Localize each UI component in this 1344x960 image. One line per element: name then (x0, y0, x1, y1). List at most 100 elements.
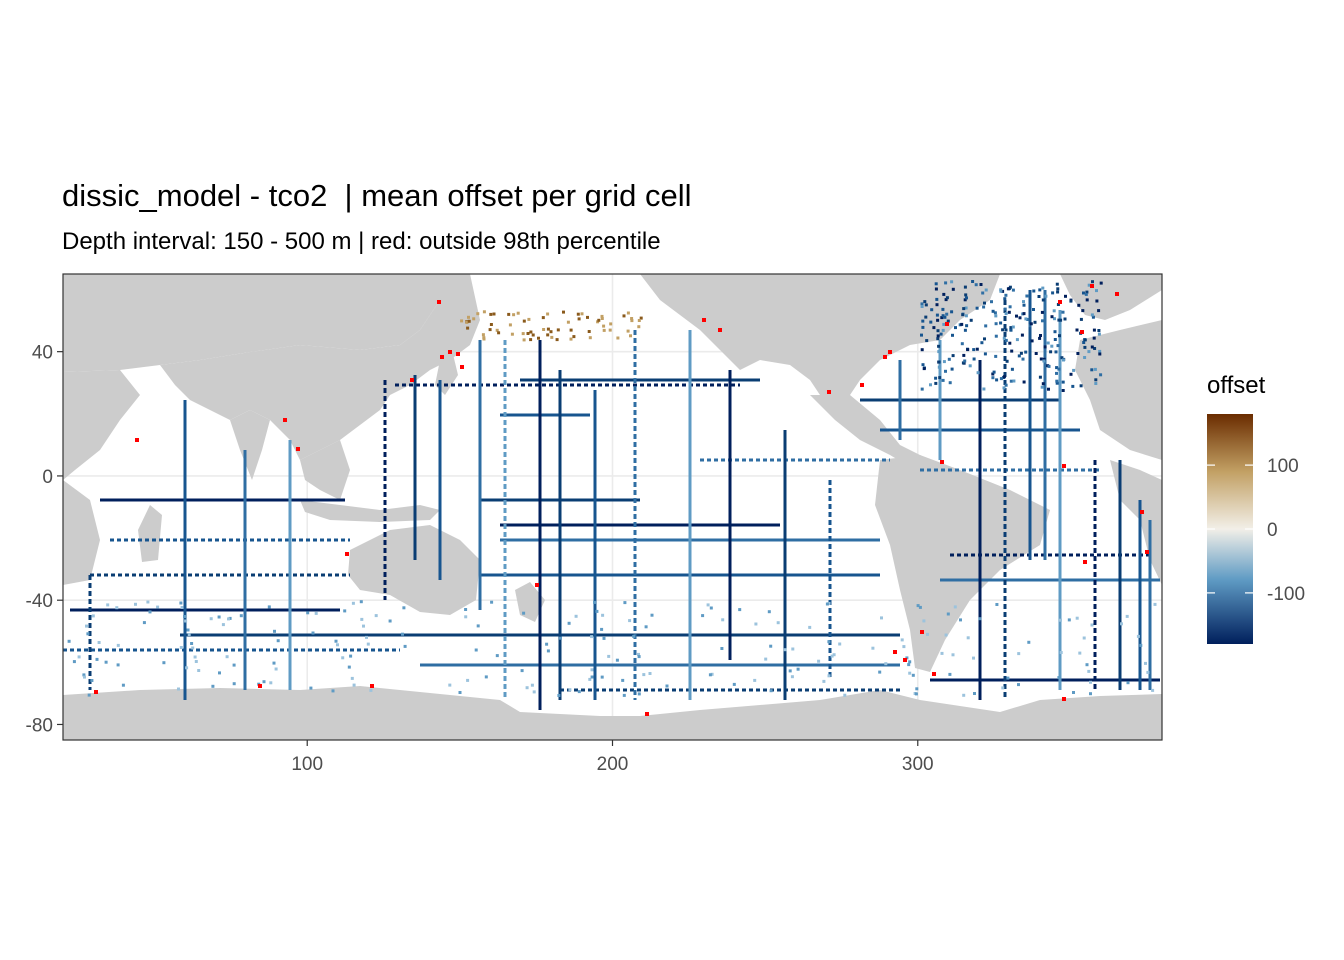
cell-natl-95 (1053, 338, 1057, 341)
cell-natl-8 (941, 328, 945, 332)
cell-south-191 (559, 636, 562, 640)
cell-south-76 (148, 610, 152, 614)
cell-south-50 (221, 623, 225, 627)
cell-natl-190 (983, 352, 987, 356)
cell-south-18 (908, 660, 912, 664)
cell-natl-245 (966, 348, 970, 352)
cell-natl-233 (951, 333, 954, 337)
cell-south-194 (601, 613, 605, 617)
cell-south-127 (309, 686, 313, 690)
cell-south-82 (590, 635, 594, 639)
cell-natl-102 (982, 387, 986, 391)
cell-south-89 (336, 643, 339, 647)
cell-natl-4 (1038, 288, 1042, 292)
cell-natl-151 (991, 372, 995, 376)
cell-natl-2 (934, 376, 938, 380)
cell-npac-57 (522, 338, 526, 342)
cell-south-115 (156, 605, 160, 609)
cell-south-9 (530, 683, 534, 687)
cell-natl-43 (944, 298, 948, 302)
land-australia (348, 525, 480, 615)
outlier-cell-21 (945, 322, 949, 326)
cell-natl-20 (1091, 315, 1095, 319)
cell-south-213 (642, 673, 646, 677)
cell-south-128 (701, 614, 705, 618)
cell-natl-119 (964, 293, 968, 297)
cell-south-8 (567, 621, 571, 625)
cell-natl-34 (1081, 309, 1085, 313)
cell-natl-106 (1022, 303, 1026, 307)
legend-tick-label-2: -100 (1267, 584, 1305, 605)
cell-natl-77 (1053, 330, 1057, 334)
cell-npac-42 (609, 322, 613, 326)
cell-natl-214 (1024, 350, 1028, 354)
cell-south-37 (665, 684, 669, 688)
cell-south-48 (1139, 643, 1143, 647)
cell-natl-124 (940, 316, 944, 320)
cell-south-110 (106, 603, 110, 607)
cell-south-62 (709, 606, 713, 610)
cell-south-87 (82, 673, 86, 677)
cell-natl-67 (1015, 314, 1018, 318)
cell-natl-246 (924, 303, 928, 307)
land-africa-east (63, 370, 140, 480)
cell-south-72 (776, 621, 780, 625)
outlier-cell-29 (940, 460, 944, 464)
cell-natl-209 (920, 305, 924, 308)
legend: 100 0 -100 (1207, 414, 1305, 644)
cell-south-67 (273, 629, 276, 633)
cell-natl-198 (1064, 294, 1067, 298)
cell-south-7 (966, 636, 970, 640)
cell-south-103 (732, 682, 736, 686)
cell-south-130 (838, 642, 842, 646)
cell-south-157 (738, 608, 742, 612)
cell-npac-12 (546, 333, 550, 337)
cell-npac-23 (630, 319, 634, 323)
cell-npac-24 (616, 336, 620, 340)
cell-natl-79 (960, 322, 964, 326)
cell-natl-81 (925, 339, 929, 343)
cell-natl-11 (1097, 329, 1101, 332)
cell-npac-44 (460, 319, 464, 323)
cell-south-174 (193, 655, 197, 659)
cell-natl-121 (1015, 338, 1019, 342)
cell-south-61 (972, 656, 975, 660)
cell-south-149 (311, 631, 315, 635)
cell-natl-51 (974, 283, 978, 287)
cell-npac-63 (587, 330, 591, 333)
cell-south-159 (637, 652, 640, 656)
cell-natl-73 (995, 378, 999, 382)
cell-natl-169 (976, 371, 980, 375)
cell-south-201 (914, 692, 918, 696)
outlier-cell-18 (860, 383, 864, 387)
cell-natl-218 (937, 360, 941, 364)
cell-south-23 (116, 663, 120, 667)
cell-south-28 (995, 603, 999, 606)
cell-natl-14 (934, 381, 938, 385)
cell-south-209 (1017, 683, 1020, 687)
cell-natl-205 (1082, 341, 1086, 344)
cell-natl-197 (1085, 290, 1089, 294)
cell-south-78 (184, 619, 188, 623)
cell-south-95 (306, 611, 310, 615)
outlier-cell-32 (920, 630, 924, 634)
cell-natl-24 (968, 364, 972, 368)
outlier-cell-11 (258, 684, 262, 688)
cell-natl-188 (1034, 352, 1038, 355)
outlier-cell-0 (437, 300, 441, 304)
cell-natl-116 (1033, 320, 1037, 324)
cell-natl-112 (950, 280, 954, 284)
cell-south-121 (825, 602, 829, 606)
cell-natl-240 (972, 348, 976, 352)
cell-natl-134 (1056, 287, 1060, 291)
cell-natl-63 (999, 377, 1003, 381)
cell-south-218 (116, 643, 120, 647)
cell-natl-135 (971, 280, 975, 283)
cell-natl-93 (980, 341, 984, 345)
cell-south-212 (648, 672, 652, 675)
cell-npac-58 (569, 337, 573, 341)
cell-natl-227 (1010, 367, 1014, 371)
cell-natl-36 (1038, 375, 1042, 379)
cell-natl-180 (981, 291, 985, 295)
